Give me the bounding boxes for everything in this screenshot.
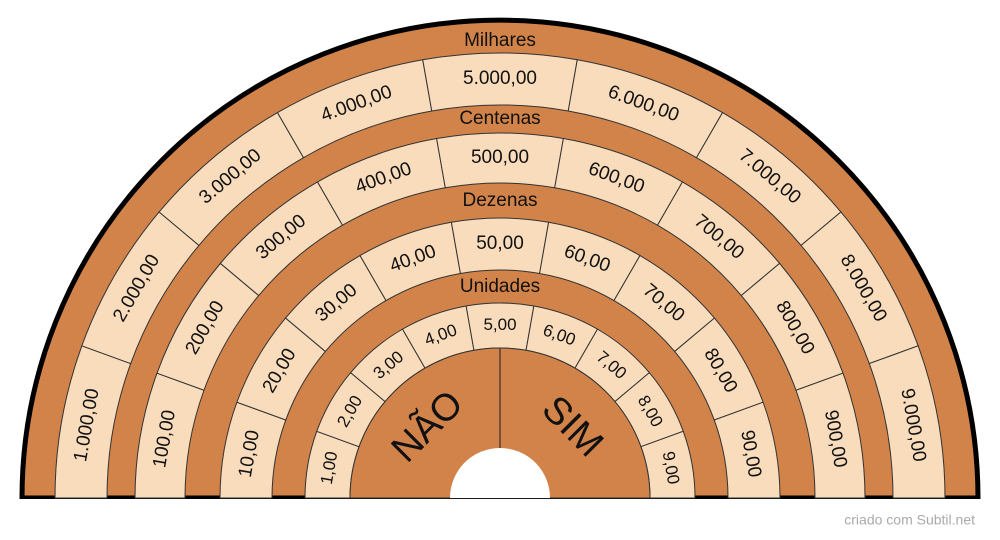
bottom-mask [0,499,1000,540]
cell [868,345,946,499]
cell [713,401,781,499]
cell-label: 5.000,00 [463,68,537,89]
ring-label: Dezenas [463,190,538,211]
center-hole [450,448,550,498]
ring-label: Unidades [460,276,540,297]
cell [795,372,866,499]
cell-label: 50,00 [476,233,524,254]
cell-label: 5,00 [483,315,516,334]
ring-label: Milhares [464,30,536,51]
cell-label: 500,00 [471,147,529,168]
footer: criado com Subtil.net [844,512,975,528]
ring-label: Centenas [459,108,540,129]
